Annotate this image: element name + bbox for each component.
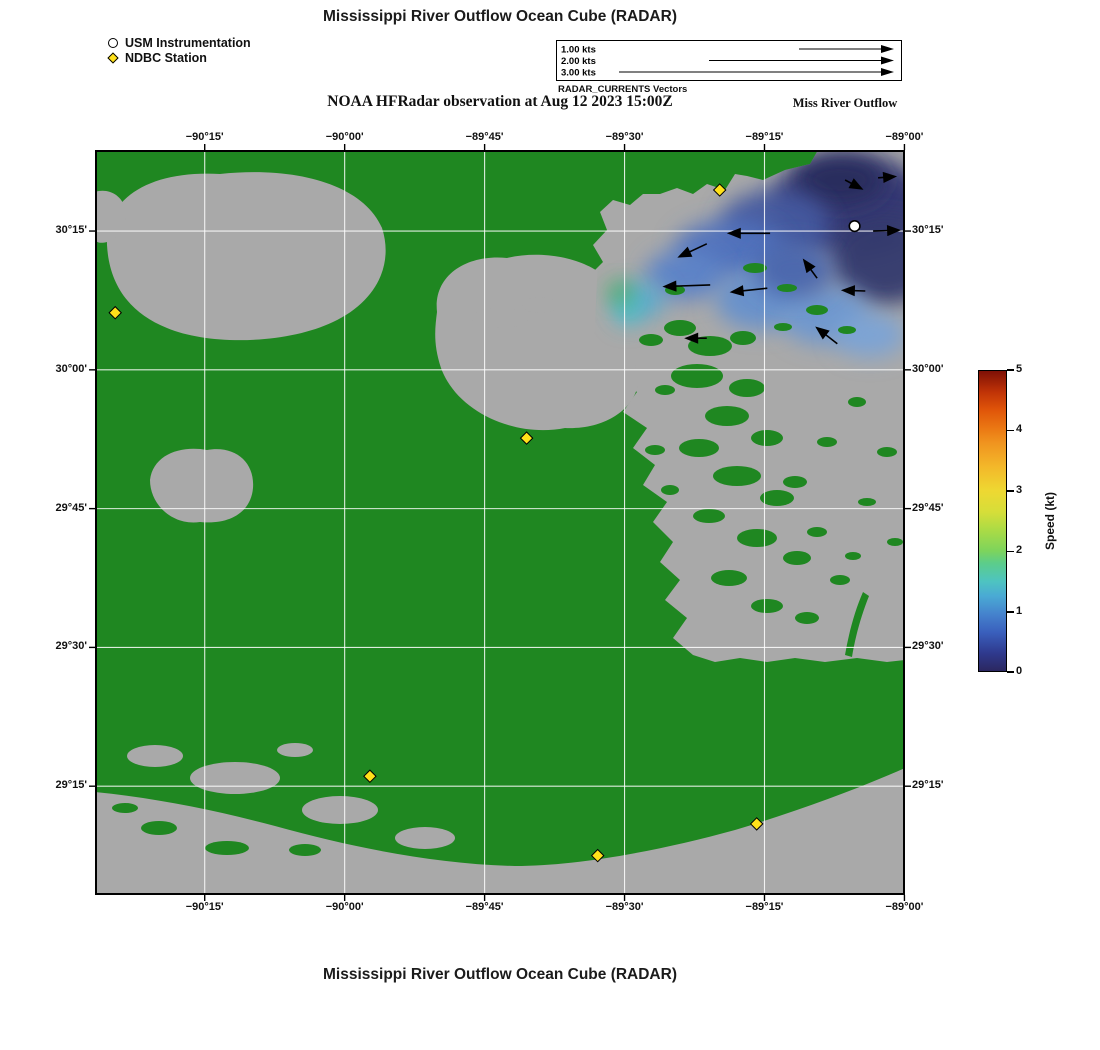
vector-scale-caption: RADAR_CURRENTS Vectors (558, 84, 688, 95)
lat-tick-label: 29°15' (912, 779, 944, 792)
lat-tick-label: 29°30' (55, 640, 88, 653)
ndbc-station-marker (712, 183, 727, 197)
colorbar-tick-label: 4 (1016, 423, 1023, 436)
colorbar-tick (1007, 490, 1014, 492)
graticule (95, 150, 905, 895)
colorbar-tick-label: 5 (1016, 363, 1023, 375)
lake-maurepas (150, 448, 254, 523)
station-markers (108, 183, 861, 863)
lon-tick-label: −90°00' (325, 131, 364, 143)
observation-subtitle: NOAA HFRadar observation at Aug 12 2023 … (327, 93, 673, 110)
lon-tick-label: −90°00' (325, 901, 364, 913)
colorbar-tick (1007, 550, 1014, 553)
colorbar-tick-label: 0 (1016, 665, 1023, 677)
ndbc-station-marker (519, 431, 534, 445)
ndbc-station-marker (108, 305, 122, 320)
lat-tick-label: 30°15' (912, 224, 944, 237)
ndbc-station-marker (749, 817, 764, 831)
colorbar-tick (1007, 611, 1014, 613)
lat-tick-label: 29°15' (55, 779, 88, 792)
page-title: Mississippi River Outflow Ocean Cube (RA… (323, 8, 677, 25)
colorbar-tick-label: 2 (1016, 544, 1023, 557)
lat-tick-label: 30°00' (912, 362, 944, 375)
vector-scale-box: 1.00 kts 2.00 kts 3.00 kts (556, 40, 902, 81)
lon-tick-label: −90°15' (185, 901, 224, 913)
vector-scale-entry-label: 2.00 kts (561, 56, 596, 67)
lon-tick-label: −89°45' (465, 131, 504, 143)
map-canvas (89, 144, 911, 901)
usm-instrumentation-marker (848, 219, 861, 233)
lon-tick-label: −89°30' (605, 901, 644, 913)
colorbar-tick (1007, 369, 1014, 371)
colorbar-gradient (979, 371, 1006, 671)
lat-tick-label: 30°00' (55, 362, 88, 375)
lon-tick-label: −89°00' (885, 901, 924, 913)
legend-item-usm: USM Instrumentation (108, 36, 251, 50)
small-lake-west-edge (95, 190, 127, 243)
lake-pontchartrain (106, 172, 386, 341)
lat-tick-label: 29°45' (55, 501, 88, 514)
lat-tick-label: 29°45' (912, 501, 944, 514)
ndbc-station-marker (590, 848, 605, 863)
ndbc-diamond-icon (107, 52, 119, 64)
station-legend: USM Instrumentation NDBC Station (107, 36, 251, 66)
bottom-title: Mississippi River Outflow Ocean Cube (RA… (323, 966, 677, 983)
lon-tick-label: −89°45' (465, 901, 504, 913)
current-vectors (662, 171, 902, 345)
lat-tick-label: 30°15' (55, 224, 88, 237)
lon-tick-label: −90°15' (185, 131, 224, 143)
outflow-region-label: Miss River Outflow (792, 96, 898, 110)
colorbar-tick (1007, 671, 1014, 673)
map-frame (95, 150, 905, 895)
radar-speed-field (608, 155, 905, 358)
usm-circle-icon (108, 38, 118, 48)
legend-label-ndbc: NDBC Station (125, 51, 207, 65)
lake-borgne (435, 254, 639, 431)
vector-scale-entry-label: 3.00 kts (561, 68, 596, 79)
legend-label-usm: USM Instrumentation (125, 36, 251, 50)
colorbar-tick (1007, 429, 1014, 432)
lon-tick-label: −89°15' (745, 901, 784, 913)
colorbar (978, 370, 1007, 672)
chandeleur-island (845, 592, 869, 657)
colorbar-tick-label: 1 (1016, 604, 1023, 617)
lon-tick-label: −89°30' (605, 131, 644, 143)
legend-item-ndbc: NDBC Station (107, 51, 251, 65)
frame-ticks (89, 144, 911, 901)
lat-tick-label: 29°30' (912, 640, 944, 653)
lon-tick-label: −89°00' (885, 131, 924, 143)
vector-scale-entry-label: 1.00 kts (561, 45, 596, 56)
lon-tick-label: −89°15' (745, 131, 784, 143)
colorbar-tick-label: 3 (1016, 483, 1023, 496)
ndbc-station-marker (363, 769, 377, 783)
colorbar-label: Speed (kt) (1043, 491, 1057, 551)
